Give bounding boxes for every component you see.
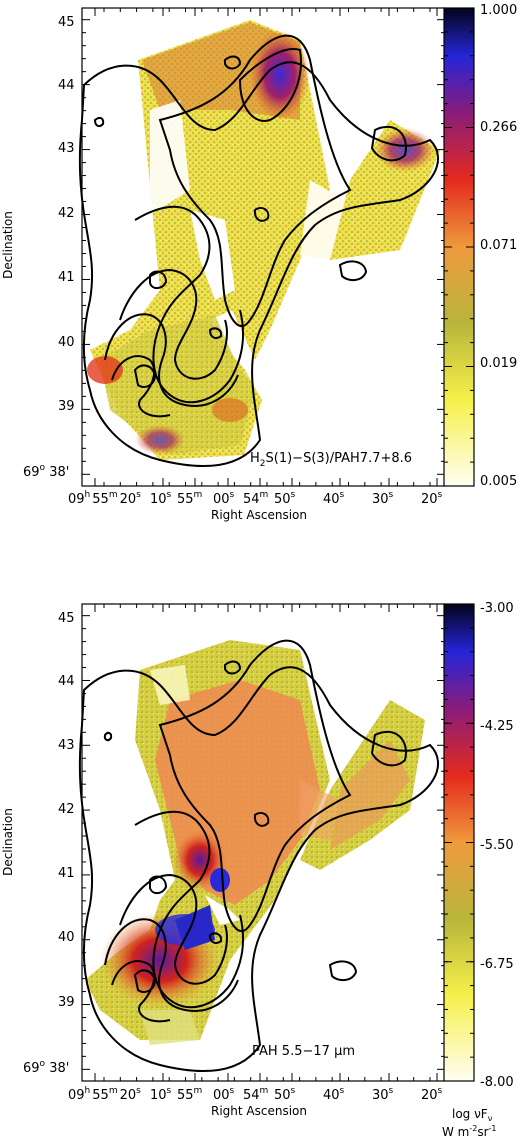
bottom-x-tick-30s: 30s: [372, 1086, 394, 1103]
bottom-colorbar-ticks: [444, 603, 474, 1082]
top-x-tick-40s: 40s: [323, 490, 345, 507]
bottom-x-tick-54m: 54m: [243, 1086, 268, 1103]
top-panel: 45 44 43 42 41 40 39 69o 38' Declination…: [1, 3, 517, 522]
bottom-colorbar-tick-1: -4.25: [480, 719, 514, 734]
bottom-colorbar-label-line1: log νFν: [452, 1107, 493, 1123]
bottom-colorbar-tick-4: -8.00: [480, 1075, 514, 1090]
top-colorbar-tick-3: 0.019: [480, 356, 517, 371]
bottom-x-tick-labels: 09h 55m 20s 10s 55m 00s 54m 50s 40s 30s 20…: [68, 1086, 443, 1103]
top-y-tick-42: 42: [58, 206, 75, 221]
top-y-axis-label: Declination: [1, 211, 15, 279]
bottom-x-tick-40s: 40s: [323, 1086, 345, 1103]
bottom-y-tick-39: 39: [58, 995, 75, 1010]
top-y-base-label: 69o 38': [23, 463, 69, 480]
bottom-colorbar-label-line2: W m-2sr-1: [442, 1124, 497, 1139]
top-x-tick-labels: 09h 55m 20s 10s 55m 00s 54m 50s 40s 30s 20…: [68, 490, 443, 507]
top-y-tick-39: 39: [58, 399, 75, 414]
bottom-x-tick-09h55m20s: 09h 55m 20s: [68, 1086, 141, 1103]
bottom-x-axis-label: Right Ascension: [211, 1104, 307, 1118]
top-y-tick-44: 44: [58, 78, 75, 93]
bottom-x-tick-20s: 20s: [421, 1086, 443, 1103]
bottom-y-base-label: 69o 38': [23, 1059, 69, 1076]
top-x-tick-55m: 55m: [177, 490, 202, 507]
bottom-panel-annotation: PAH 5.5−17 μm: [252, 1044, 355, 1059]
top-y-tick-40: 40: [58, 335, 75, 350]
top-x-tick-30s: 30s: [372, 490, 394, 507]
bottom-colorbar-tick-3: -6.75: [480, 957, 514, 972]
top-x-tick-50s: 50s: [274, 490, 296, 507]
bottom-y-tick-42: 42: [58, 802, 75, 817]
top-x-tick-10s: 10s: [150, 490, 172, 507]
top-contours: [78, 34, 440, 467]
top-x-tick-54m: 54m: [243, 490, 268, 507]
bottom-y-tick-43: 43: [58, 738, 75, 753]
top-y-tick-41: 41: [58, 270, 75, 285]
bottom-panel: 45 44 43 42 41 40 39 69o 38' Declination…: [1, 601, 514, 1139]
bottom-colorbar-tick-2: -5.50: [480, 838, 514, 853]
top-panel-annotation: H2S(1)−S(3)/PAH7.7+8.6: [250, 451, 412, 469]
top-x-tick-20s: 20s: [421, 490, 443, 507]
bottom-x-tick-50s: 50s: [274, 1086, 296, 1103]
top-colorbar-tick-4: 0.005: [480, 474, 517, 489]
top-map-image: [87, 20, 440, 460]
bottom-y-tick-41: 41: [58, 866, 75, 881]
top-colorbar-tick-0: 1.000: [480, 3, 517, 18]
bottom-y-axis-label: Declination: [1, 808, 15, 876]
bottom-map-image: [85, 640, 425, 1045]
top-x-tick-09h55m20s: 09h 55m 20s: [68, 490, 141, 507]
top-colorbar-ticks: [444, 7, 474, 487]
bottom-x-tick-00s: 00s: [213, 1086, 235, 1103]
top-x-ticks: [94, 8, 438, 486]
top-y-tick-45: 45: [58, 15, 75, 30]
bottom-x-ticks: [94, 604, 438, 1081]
top-colorbar-tick-1: 0.266: [480, 120, 517, 135]
top-x-axis-label: Right Ascension: [211, 508, 307, 522]
bottom-x-tick-55m: 55m: [177, 1086, 202, 1103]
bottom-x-tick-10s: 10s: [150, 1086, 172, 1103]
bottom-y-tick-40: 40: [58, 930, 75, 945]
top-colorbar-tick-2: 0.071: [480, 238, 517, 253]
bottom-colorbar-tick-0: -3.00: [480, 601, 514, 616]
bottom-contours: [78, 639, 440, 1072]
top-y-tick-43: 43: [58, 141, 75, 156]
top-x-tick-00s: 00s: [213, 490, 235, 507]
bottom-y-tick-44: 44: [58, 674, 75, 689]
bottom-y-tick-45: 45: [58, 611, 75, 626]
